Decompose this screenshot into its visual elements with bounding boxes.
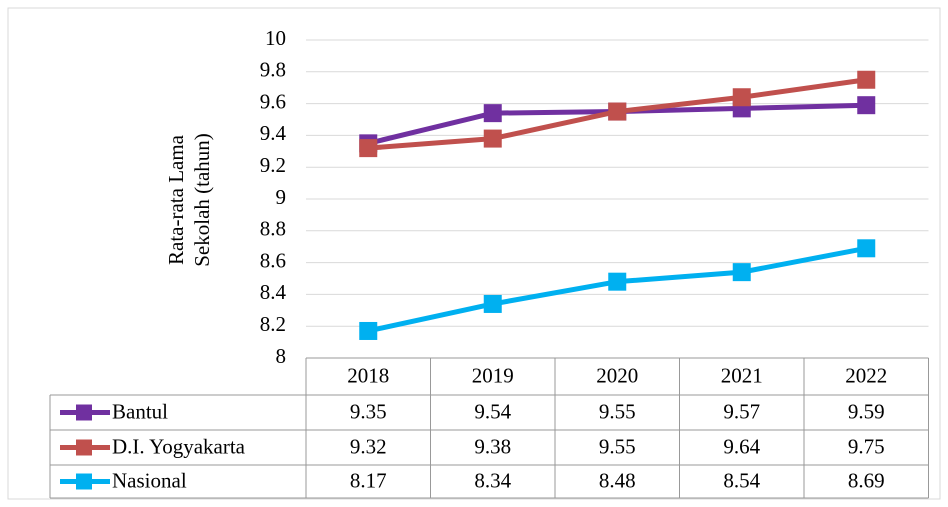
y-tick-label: 9.2 [260,153,286,177]
legend-label: Nasional [112,468,187,492]
y-tick-label: 10 [265,26,286,50]
legend-marker [76,404,92,421]
x-tick-label: 2021 [721,363,763,387]
x-tick-label: 2020 [596,363,638,387]
series-marker [359,321,378,340]
table-value: 9.75 [848,434,885,458]
chart-border [7,7,941,500]
table-value: 9.38 [474,434,511,458]
y-axis-label-line: Rata-rata Lama [164,134,188,265]
table-value: 9.35 [350,399,387,423]
y-tick-label: 8 [276,344,287,368]
legend-marker [76,473,92,490]
y-axis-label: Rata-rata Lama Sekolah (tahun) [164,133,214,267]
series-marker [732,263,751,282]
table-value: 8.17 [350,468,387,492]
x-tick-label: 2018 [347,363,389,387]
series-marker [857,70,876,89]
series-marker [483,104,502,123]
table-value: 9.59 [848,399,885,423]
y-tick-label: 9.6 [260,89,286,113]
y-tick-label: 8.4 [260,280,287,304]
table-value: 9.54 [474,399,511,423]
y-tick-label: 8.2 [260,312,286,336]
series-marker [608,272,627,291]
table-value: 9.57 [723,399,760,423]
table-value: 9.55 [599,399,636,423]
y-tick-label: 8.8 [260,217,286,241]
y-tick-label: 9.8 [260,58,286,82]
series-marker [857,96,876,115]
series-marker [359,139,378,158]
legend-label: D.I. Yogyakarta [112,434,246,458]
table-value: 8.69 [848,468,885,492]
series-marker [483,294,502,313]
table-value: 8.48 [599,468,636,492]
y-axis-label-line: Sekolah (tahun) [190,133,214,267]
series-marker [483,129,502,148]
series-marker [857,239,876,258]
table-value: 9.55 [599,434,636,458]
legend-marker [76,439,92,456]
y-tick-label: 9 [276,185,287,209]
x-tick-label: 2019 [472,363,514,387]
table-value: 8.34 [474,468,511,492]
y-tick-label: 8.6 [260,248,286,272]
series-marker [732,88,751,107]
x-tick-label: 2022 [845,363,887,387]
table-value: 9.32 [350,434,387,458]
y-tick-label: 9.4 [260,121,287,145]
legend-label: Bantul [112,399,168,423]
series-marker [608,102,627,121]
table-value: 8.54 [723,468,760,492]
table-value: 9.64 [723,434,760,458]
